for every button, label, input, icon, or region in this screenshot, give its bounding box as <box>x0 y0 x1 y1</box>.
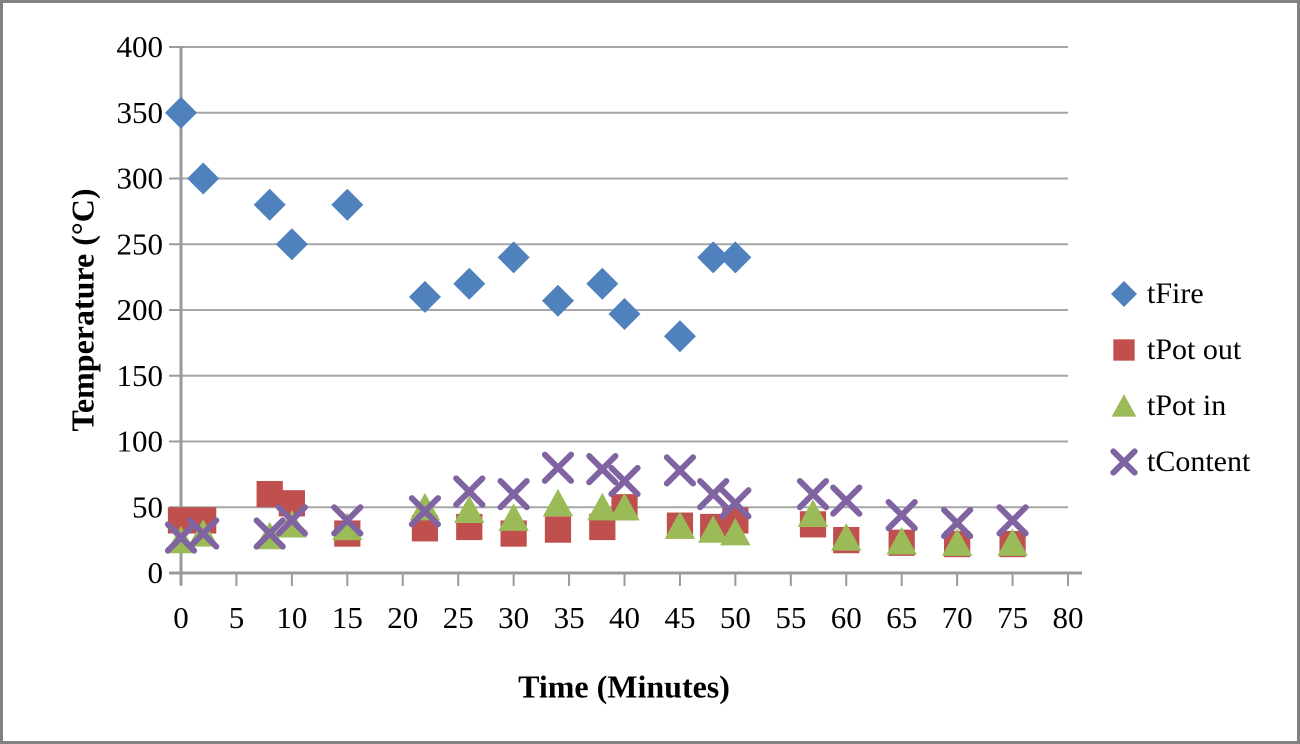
x-tick-label: 35 <box>554 600 585 635</box>
legend-label: tContent <box>1147 445 1251 478</box>
data-point-diamond <box>586 267 619 300</box>
data-point-triangle <box>1111 394 1137 417</box>
data-point-diamond <box>187 162 220 195</box>
y-tick-label: 100 <box>117 424 164 459</box>
data-point-triangle <box>542 488 574 517</box>
plot-area: 0 50 100 150 200 250 300 350 400 0 5 10 15 20 25 30 35 40… <box>117 29 1084 635</box>
data-point-diamond <box>663 320 696 353</box>
data-point-x <box>453 475 486 508</box>
data-point-triangle <box>720 517 751 546</box>
data-point-triangle <box>797 499 829 527</box>
data-point-x <box>497 477 530 511</box>
data-point-diamond <box>541 284 574 317</box>
legend-label: tPot out <box>1147 333 1242 366</box>
x-axis-title: Time (Minutes) <box>518 668 730 705</box>
legend-item-tpot-in: tPot in <box>1109 389 1250 423</box>
y-tick-label: 250 <box>117 226 164 261</box>
y-tick-label: 300 <box>117 161 164 196</box>
legend-item-tfire: tFire <box>1109 277 1250 311</box>
x-tick-label: 30 <box>498 600 529 635</box>
x-tick-label: 50 <box>720 600 751 635</box>
data-point-x <box>941 506 974 540</box>
data-point-triangle <box>409 492 441 521</box>
data-point-triangle <box>831 523 862 551</box>
x-tick-label: 80 <box>1053 600 1084 635</box>
y-tick-label: 200 <box>117 292 164 327</box>
data-point-x <box>996 504 1029 537</box>
data-point-diamond <box>453 267 486 300</box>
y-tick-label: 0 <box>148 555 164 590</box>
data-point-x <box>331 504 364 537</box>
data-point-diamond <box>253 188 286 221</box>
diamond-icon <box>1111 281 1137 307</box>
data-point-x <box>697 477 730 511</box>
data-point-diamond <box>1111 281 1137 307</box>
data-point-triangle <box>498 503 529 531</box>
y-tick-label: 350 <box>117 95 164 130</box>
data-point-diamond <box>697 241 730 274</box>
x-tick-label: 5 <box>229 600 245 635</box>
data-point-x <box>796 477 830 511</box>
legend: tFire tPot out tPot in tContent <box>1109 277 1250 479</box>
data-point-diamond <box>331 188 364 221</box>
data-point-x <box>187 517 220 550</box>
data-point-triangle <box>997 528 1028 556</box>
data-point-x <box>719 487 752 520</box>
triangle-icon <box>1111 394 1137 417</box>
data-point-triangle <box>698 515 729 543</box>
data-point-diamond <box>275 228 308 261</box>
x-tick-label: 70 <box>942 600 973 635</box>
x-tick-label: 65 <box>886 600 917 635</box>
series-tcontent <box>164 451 1029 554</box>
y-axis-title: Temperature (°C) <box>64 188 101 432</box>
legend-label: tFire <box>1147 277 1204 310</box>
data-point-square <box>544 516 572 543</box>
data-point-x <box>253 517 286 550</box>
data-point-diamond <box>165 96 197 129</box>
data-point-triangle <box>454 495 485 523</box>
series-tfire <box>165 96 752 353</box>
data-point-x <box>663 454 697 487</box>
data-point-triangle <box>332 512 363 541</box>
data-point-triangle <box>941 528 973 556</box>
data-point-x <box>541 451 575 484</box>
data-point-triangle <box>587 492 618 521</box>
x-tick-label: 40 <box>609 600 640 635</box>
data-point-x <box>275 504 308 537</box>
data-point-diamond <box>719 241 752 274</box>
y-tick-label: 400 <box>117 29 164 64</box>
y-tick-label: 50 <box>132 489 163 524</box>
data-point-x <box>885 499 918 532</box>
data-point-x <box>1110 448 1138 476</box>
square-icon <box>1113 339 1135 361</box>
x-tick-label: 75 <box>997 600 1028 635</box>
data-point-square <box>1113 339 1135 361</box>
y-tick-label: 150 <box>117 358 164 393</box>
data-point-triangle <box>609 492 640 521</box>
data-point-triangle <box>664 511 696 539</box>
x-icon <box>1110 448 1138 476</box>
x-tick-label: 0 <box>173 600 189 635</box>
x-tick-label: 15 <box>332 600 363 635</box>
data-point-square <box>256 480 283 508</box>
data-point-x <box>586 452 619 486</box>
legend-item-tcontent: tContent <box>1109 445 1250 479</box>
data-point-x <box>830 484 863 517</box>
data-point-x <box>608 464 641 498</box>
data-point-x <box>408 495 442 528</box>
data-point-triangle <box>886 527 917 555</box>
x-tick-label: 60 <box>831 600 862 635</box>
x-tick-label: 20 <box>387 600 418 635</box>
legend-label: tPot in <box>1147 389 1227 422</box>
data-point-diamond <box>497 241 530 274</box>
x-tick-label: 10 <box>276 600 307 635</box>
x-tick-label: 55 <box>775 600 806 635</box>
data-point-diamond <box>408 280 441 313</box>
data-point-diamond <box>608 297 641 330</box>
legend-item-tpot-out: tPot out <box>1109 333 1250 367</box>
x-tick-label: 45 <box>664 600 695 635</box>
x-tick-label: 25 <box>443 600 474 635</box>
